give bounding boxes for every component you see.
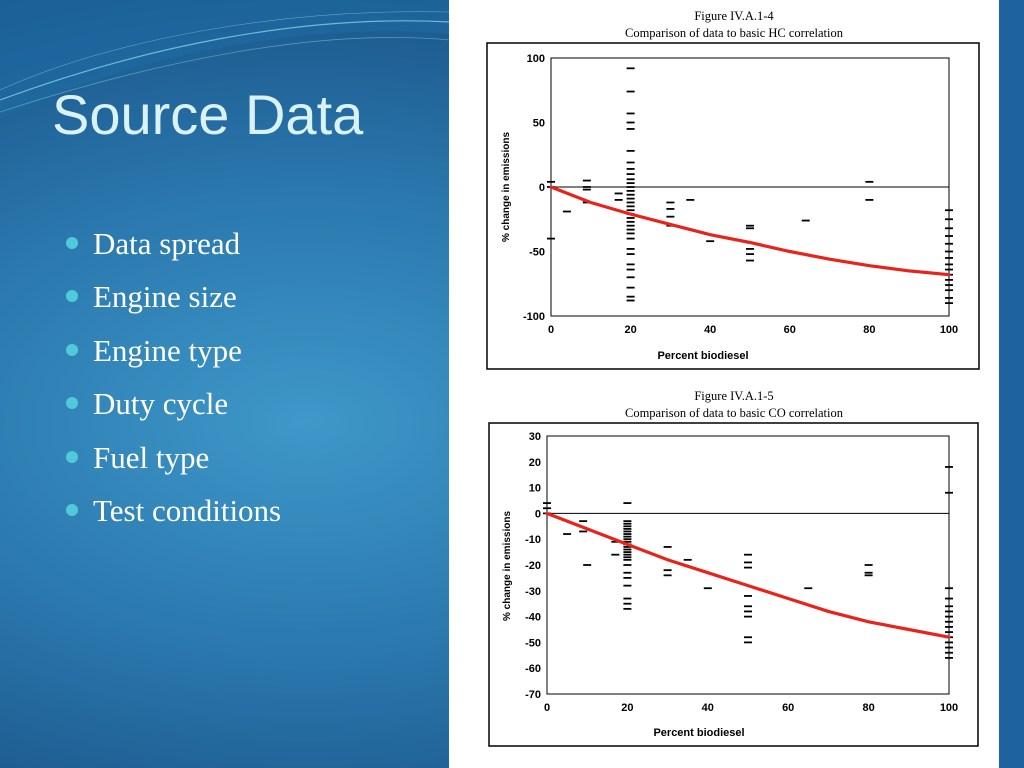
- bullet-item: Duty cycle: [64, 382, 281, 435]
- co-correlation-chart: Figure IV.A.1-5 Comparison of data to ba…: [488, 389, 979, 747]
- y-axis-label: % change in emissions: [502, 511, 513, 621]
- y-tick-label: 10: [529, 483, 541, 495]
- y-tick-label: 0: [535, 508, 541, 520]
- slide-title: Source Data: [52, 83, 364, 146]
- y-axis-label: % change in emissions: [501, 132, 512, 242]
- right-edge-strip: [999, 0, 1024, 768]
- correlation-curve: [545, 511, 951, 639]
- bullet-item: Engine size: [64, 275, 281, 328]
- x-tick-label: 40: [702, 702, 714, 714]
- y-tick-label: 30: [529, 431, 541, 443]
- bullet-item: Test conditions: [64, 489, 281, 542]
- y-tick-label: -70: [525, 689, 541, 701]
- hc-correlation-chart: Figure IV.A.1-4 Comparison of data to ba…: [486, 9, 980, 370]
- x-tick-label: 0: [548, 324, 554, 336]
- x-tick-label: 100: [940, 702, 958, 714]
- bullet-dot-icon: [66, 237, 78, 249]
- figure-number: Figure IV.A.1-5: [694, 389, 773, 403]
- x-tick-label: 20: [621, 702, 633, 714]
- plot-box: [546, 435, 950, 695]
- y-tick-label: -60: [525, 663, 541, 675]
- bullet-dot-icon: [66, 503, 78, 516]
- y-tick-label: -100: [523, 311, 545, 323]
- x-tick-label: 100: [940, 324, 958, 336]
- bullet-text: Fuel type: [93, 439, 210, 475]
- bullet-item: Fuel type: [64, 436, 281, 489]
- bullet-list: Data spread Engine size Engine type Duty…: [64, 222, 281, 542]
- bullet-item: Engine type: [64, 329, 281, 382]
- chart-title: Comparison of data to basic CO correlati…: [625, 406, 844, 420]
- x-tick-label: 80: [863, 324, 875, 336]
- figure-number: Figure IV.A.1-4: [694, 9, 774, 23]
- x-tick-label: 20: [624, 324, 636, 336]
- bullet-dot-icon: [66, 343, 78, 356]
- y-tick-label: -30: [525, 586, 541, 598]
- bullet-dot-icon: [66, 450, 78, 463]
- bullet-text: Data spread: [93, 226, 241, 261]
- y-tick-label: 50: [533, 118, 545, 130]
- y-tick-label: 0: [539, 182, 545, 194]
- y-tick-label: 20: [529, 457, 541, 469]
- bullet-text: Engine type: [93, 332, 242, 368]
- bullet-dot-icon: [66, 397, 78, 410]
- y-tick-label: -50: [529, 247, 545, 259]
- x-tick-label: 80: [862, 702, 874, 714]
- bullet-text: Engine size: [93, 279, 237, 315]
- chart-frame: [486, 42, 980, 370]
- correlation-curve: [549, 185, 951, 277]
- y-tick-label: -20: [525, 560, 541, 572]
- y-tick-label: -50: [525, 637, 541, 649]
- x-tick-label: 60: [782, 702, 794, 714]
- bullet-item: Data spread: [64, 222, 281, 275]
- x-tick-label: 0: [544, 702, 550, 714]
- y-tick-label: 100: [527, 53, 545, 65]
- bullet-text: Test conditions: [93, 492, 282, 528]
- figure-panel: Figure IV.A.1-4 Comparison of data to ba…: [449, 0, 999, 768]
- x-tick-label: 40: [704, 324, 716, 336]
- bullet-dot-icon: [66, 290, 78, 303]
- y-tick-label: -10: [525, 534, 541, 546]
- chart-title: Comparison of data to basic HC correlati…: [625, 26, 844, 40]
- x-tick-label: 60: [784, 324, 796, 336]
- chart-frame: [488, 422, 979, 747]
- bullet-text: Duty cycle: [93, 386, 229, 422]
- y-tick-label: -40: [525, 612, 541, 624]
- x-axis-label: Percent biodiesel: [657, 350, 748, 362]
- x-axis-label: Percent biodiesel: [653, 727, 744, 739]
